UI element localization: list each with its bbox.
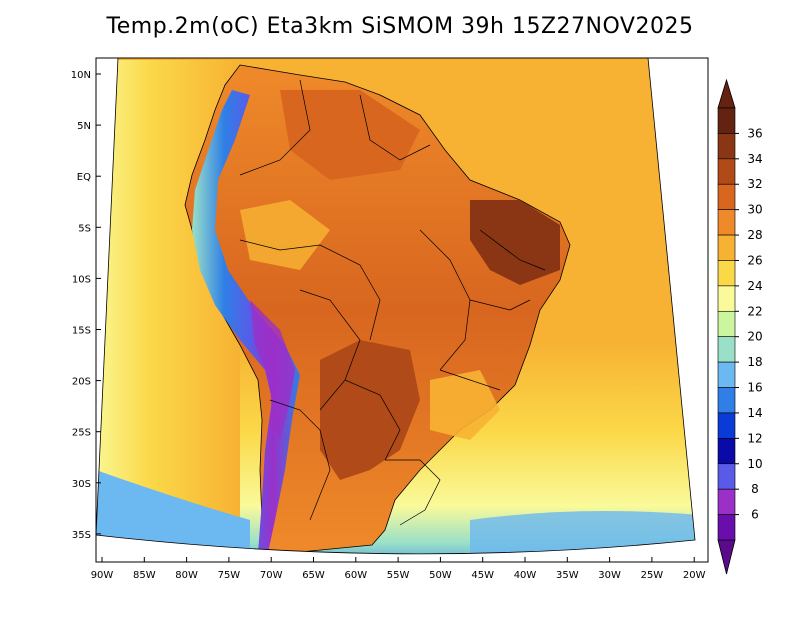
colorbar-bin [717,209,736,236]
lat-tick-label: 5N [77,121,91,132]
colorbar-under-triangle [717,539,736,575]
colorbar-bin [717,260,736,287]
map-domain [96,58,695,554]
colorbar-bin [717,310,736,338]
lon-tick-label: 20W [683,570,706,581]
lon-tick-label: 40W [514,570,537,581]
colorbar-bin [717,463,736,490]
lat-tick-label: EQ [77,172,91,183]
colorbar-label: 28 [747,228,762,242]
country-borders [239,79,546,526]
colorbar-bin [717,285,736,312]
lat-tick-label: 10S [72,274,91,285]
colorbar-bin [717,488,736,515]
colorbar-label: 32 [747,177,762,191]
lon-tick-label: 25W [641,570,664,581]
lon-tick-label: 30W [598,570,621,581]
colorbar-label: 34 [747,152,762,166]
amazon-hot-region [280,90,420,180]
latitude-axis: 10N 5N EQ 5S 10S 15S 20S 25S 30S 35S [71,70,101,541]
colorbar: 6 8 10 12 14 16 18 20 22 24 26 28 30 32 34 36 [717,78,763,575]
southeast-mild-region [430,370,500,440]
lon-tick-label: 60W [344,570,367,581]
colorbar-label: 26 [747,253,762,267]
colorbar-label: 18 [747,355,762,369]
lat-tick-label: 25S [72,428,91,439]
central-hot-region [320,340,420,480]
colorbar-bin [717,107,736,134]
colorbar-bin [717,361,736,388]
lon-tick-label: 55W [387,570,410,581]
colorbar-label: 10 [747,457,762,471]
colorbar-label: 12 [747,431,762,445]
lon-tick-label: 75W [218,570,241,581]
colorbar-bin [717,412,736,439]
colorbar-label: 30 [747,203,762,217]
colorbar-label: 36 [747,126,762,140]
lon-tick-label: 35W [556,570,579,581]
colorbar-bin [717,158,736,185]
southern-pacific-cool-band [96,470,250,554]
colorbar-label: 22 [747,304,762,318]
colorbar-label: 14 [747,406,762,420]
lon-tick-label: 70W [260,570,283,581]
lon-tick-label: 50W [429,570,452,581]
longitude-axis: 90W 85W 80W 75W 70W 65W 60W 55W 50W 45W 40W 35W 30W 2… [91,557,706,581]
western-amazon-warm [240,200,330,270]
lon-tick-label: 85W [133,570,156,581]
lon-tick-label: 90W [91,570,114,581]
colorbar-bin [717,514,736,541]
colorbar-bin [717,387,736,414]
lon-tick-label: 65W [302,570,325,581]
lat-tick-label: 35S [72,530,91,541]
lon-tick-label: 45W [471,570,494,581]
northeast-hot-region [470,200,560,285]
colorbar-label: 8 [751,482,759,496]
colorbar-over-triangle [717,78,736,109]
lat-tick-label: 20S [72,377,91,388]
colorbar-bin [717,133,736,160]
lat-tick-label: 5S [78,223,91,234]
map-axes-frame [95,57,709,563]
lat-tick-label: 10N [71,70,91,81]
colorbar-bin [717,336,736,363]
lat-tick-label: 30S [72,479,91,490]
altiplano-coldest [250,300,295,440]
andes-cold-strip [192,90,300,553]
colorbar-label: 6 [751,508,759,522]
colorbar-label: 20 [747,330,762,344]
colorbar-bin [717,438,736,465]
colorbar-label: 24 [747,279,762,293]
map-domain-border [95,57,696,555]
lon-tick-label: 80W [175,570,198,581]
lat-tick-label: 15S [72,326,91,337]
colorbar-bin [717,183,736,210]
colorbar-label: 16 [747,381,762,395]
colorbar-bin [717,234,736,261]
map-title: Temp.2m(oC) Eta3km SiSMOM 39h 15Z27NOV20… [106,14,694,39]
